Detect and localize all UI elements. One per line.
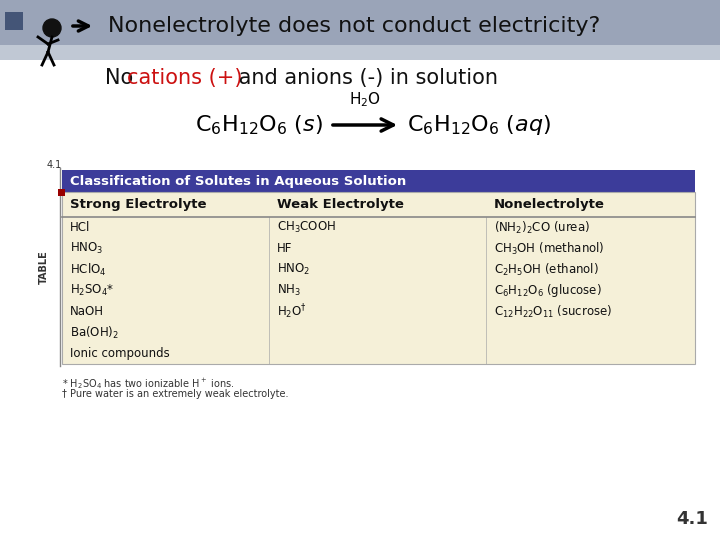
- Circle shape: [43, 19, 61, 37]
- Text: NaOH: NaOH: [70, 305, 104, 318]
- Bar: [62, 192, 695, 217]
- Text: Nonelectrolyte: Nonelectrolyte: [494, 198, 605, 211]
- Bar: [62, 192, 695, 364]
- Text: HNO$_3$: HNO$_3$: [70, 241, 104, 256]
- Text: Weak Electrolyte: Weak Electrolyte: [277, 198, 404, 211]
- Text: HClO$_4$: HClO$_4$: [70, 261, 107, 278]
- Text: HNO$_2$: HNO$_2$: [277, 262, 310, 277]
- Text: H$_2$O: H$_2$O: [349, 90, 381, 109]
- Bar: [62, 170, 695, 192]
- Text: and anions (-) in solution: and anions (-) in solution: [232, 68, 498, 88]
- Text: 4.1: 4.1: [46, 160, 62, 170]
- Text: C$_6$H$_{12}$O$_6$ ($s$): C$_6$H$_{12}$O$_6$ ($s$): [195, 113, 323, 137]
- Text: CH$_3$OH (methanol): CH$_3$OH (methanol): [494, 240, 605, 256]
- Text: C$_{12}$H$_{22}$O$_{11}$ (sucrose): C$_{12}$H$_{22}$O$_{11}$ (sucrose): [494, 303, 613, 320]
- Text: Classification of Solutes in Aqueous Solution: Classification of Solutes in Aqueous Sol…: [70, 174, 406, 187]
- Text: C$_6$H$_{12}$O$_6$ (glucose): C$_6$H$_{12}$O$_6$ (glucose): [494, 282, 602, 299]
- Text: CH$_3$COOH: CH$_3$COOH: [277, 220, 336, 235]
- Text: H$_2$SO$_4$*: H$_2$SO$_4$*: [70, 283, 114, 298]
- Text: Ba(OH)$_2$: Ba(OH)$_2$: [70, 325, 119, 341]
- Text: NH$_3$: NH$_3$: [277, 283, 301, 298]
- Bar: [0, 0, 720, 45]
- Text: HF: HF: [277, 242, 292, 255]
- Text: Strong Electrolyte: Strong Electrolyte: [70, 198, 207, 211]
- Bar: [5, 12, 23, 30]
- Text: No: No: [105, 68, 140, 88]
- Text: C$_2$H$_5$OH (ethanol): C$_2$H$_5$OH (ethanol): [494, 261, 599, 278]
- Text: Ionic compounds: Ionic compounds: [70, 347, 170, 360]
- Bar: [0, 45, 720, 60]
- Text: H$_2$O$^{\dagger}$: H$_2$O$^{\dagger}$: [277, 302, 307, 321]
- Text: (NH$_2$)$_2$CO (urea): (NH$_2$)$_2$CO (urea): [494, 219, 590, 235]
- Text: Nonelectrolyte does not conduct electricity?: Nonelectrolyte does not conduct electric…: [108, 16, 600, 36]
- Text: HCl: HCl: [70, 221, 91, 234]
- Text: * H$_2$SO$_4$ has two ionizable H$^+$ ions.: * H$_2$SO$_4$ has two ionizable H$^+$ io…: [62, 376, 235, 391]
- Bar: [62, 217, 695, 364]
- Text: C$_6$H$_{12}$O$_6$ ($aq$): C$_6$H$_{12}$O$_6$ ($aq$): [407, 113, 551, 137]
- Text: cations (+): cations (+): [127, 68, 243, 88]
- Text: † Pure water is an extremely weak electrolyte.: † Pure water is an extremely weak electr…: [62, 389, 289, 399]
- Text: 4.1: 4.1: [676, 510, 708, 528]
- Bar: [58, 189, 65, 196]
- Text: TABLE: TABLE: [39, 250, 49, 284]
